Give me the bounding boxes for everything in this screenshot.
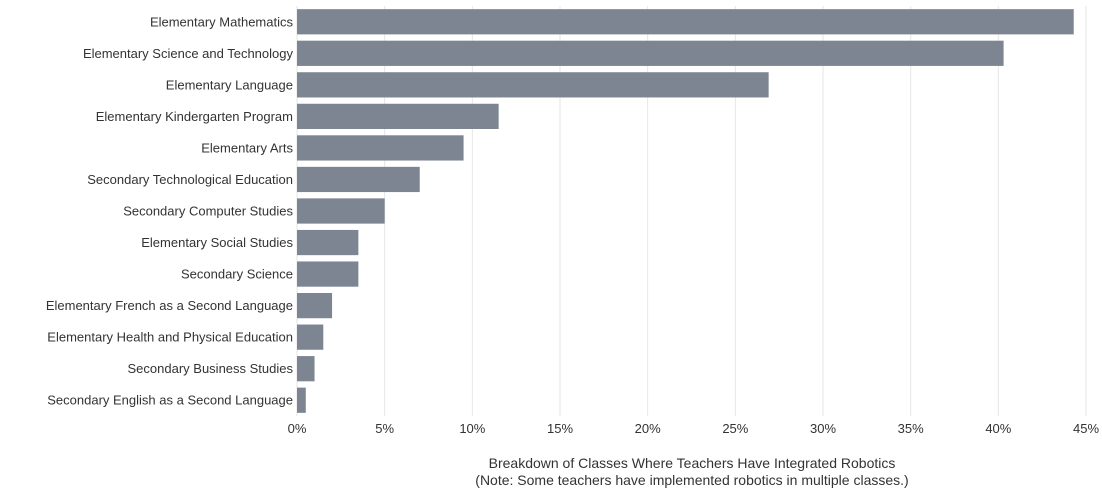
category-labels: Elementary Mathematics Elementary Science… [46, 14, 294, 407]
category-label: Elementary Language [166, 77, 293, 92]
category-label: Secondary Technological Education [87, 172, 293, 187]
bar [297, 135, 464, 161]
category-label: Secondary English as a Second Language [47, 393, 293, 408]
bar [297, 293, 333, 319]
x-axis-title-line-2: (Note: Some teachers have implemented ro… [475, 472, 908, 488]
category-label: Secondary Business Studies [128, 361, 294, 376]
x-axis-title-line-1: Breakdown of Classes Where Teachers Have… [489, 455, 896, 471]
category-label: Elementary Arts [201, 140, 293, 155]
category-label: Elementary Health and Physical Education [47, 330, 293, 345]
category-label: Elementary Kindergarten Program [96, 109, 293, 124]
category-label: Elementary French as a Second Language [46, 298, 293, 313]
x-tick-label: 40% [985, 421, 1011, 436]
x-tick-label: 25% [722, 421, 748, 436]
bar [297, 103, 499, 129]
bar [297, 72, 769, 98]
x-axis-title: Breakdown of Classes Where Teachers Have… [475, 455, 908, 488]
category-label: Secondary Computer Studies [123, 204, 293, 219]
bar [297, 9, 1074, 35]
x-tick-labels: 0% 5% 10% 15% 20% 25% 30% 35% 40% 45% [288, 421, 1100, 436]
bar [297, 166, 420, 193]
category-label: Secondary Science [181, 267, 293, 282]
category-label: Elementary Science and Technology [83, 46, 294, 61]
bar [297, 40, 1004, 66]
x-tick-label: 30% [810, 421, 836, 436]
x-tick-label: 20% [635, 421, 661, 436]
bars [297, 9, 1074, 413]
x-tick-label: 45% [1073, 421, 1099, 436]
bar [297, 198, 385, 224]
x-tick-label: 5% [375, 421, 394, 436]
x-tick-label: 15% [547, 421, 573, 436]
x-tick-label: 35% [898, 421, 924, 436]
bar [297, 324, 324, 350]
bar [297, 261, 359, 287]
category-label: Elementary Social Studies [141, 235, 293, 250]
bar [297, 229, 359, 256]
bar [297, 387, 306, 413]
gridlines [296, 6, 1087, 416]
x-tick-label: 0% [288, 421, 307, 436]
x-tick-label: 10% [459, 421, 485, 436]
bar [297, 356, 315, 382]
category-label: Elementary Mathematics [150, 14, 294, 29]
